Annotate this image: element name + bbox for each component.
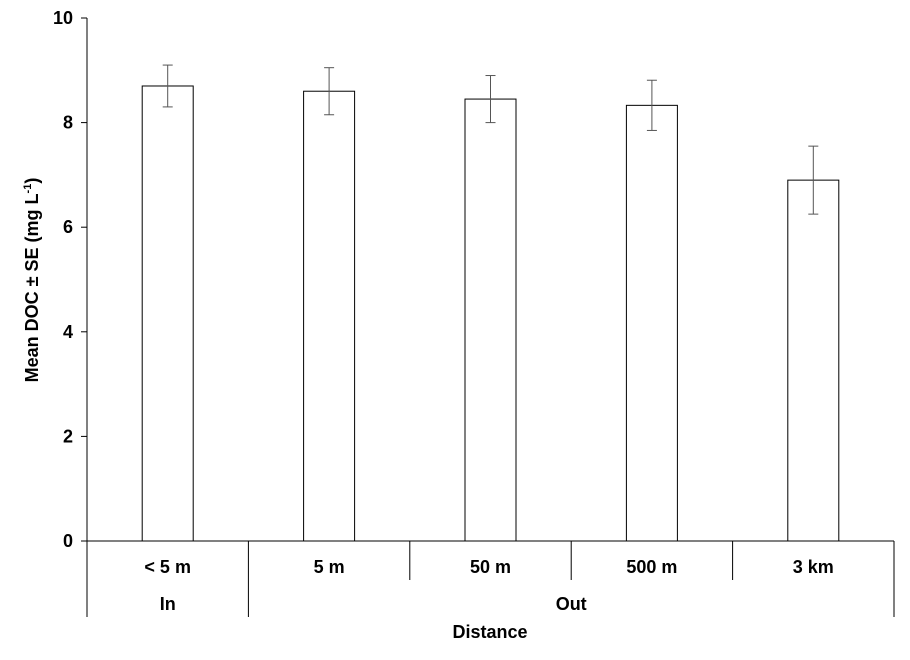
group-label: Out [556, 594, 587, 614]
bar [303, 90, 356, 542]
y-axis-title-close: ) [22, 178, 42, 184]
x-tick-label: 50 m [470, 557, 511, 577]
x-axis [86, 540, 895, 617]
category-labels: < 5 m 5 m 50 m 500 m 3 km [144, 557, 833, 577]
y-tick-label: 10 [53, 8, 73, 28]
group-labels: In Out [160, 594, 587, 614]
y-axis: 0 2 4 6 8 10 [53, 8, 88, 551]
bar [464, 98, 517, 542]
group-label: In [160, 594, 176, 614]
y-axis-title: Mean DOC ± SE (mg L-1) [22, 178, 42, 383]
bars [141, 85, 840, 542]
x-tick-label: 3 km [793, 557, 834, 577]
y-tick-label: 8 [63, 113, 73, 133]
y-tick-label: 6 [63, 217, 73, 237]
bar [787, 179, 840, 542]
y-axis-title-main: Mean DOC ± SE (mg L [22, 193, 42, 382]
y-tick-label: 4 [63, 322, 73, 342]
bar [625, 104, 678, 542]
y-tick-label: 2 [63, 426, 73, 446]
x-tick-label: 500 m [626, 557, 677, 577]
bar [141, 85, 194, 542]
error-bars [162, 64, 819, 215]
y-axis-title-superscript: -1 [22, 184, 34, 194]
x-axis-title: Distance [452, 622, 527, 642]
x-tick-label: 5 m [314, 557, 345, 577]
y-tick-label: 0 [63, 531, 73, 551]
x-tick-label: < 5 m [144, 557, 191, 577]
